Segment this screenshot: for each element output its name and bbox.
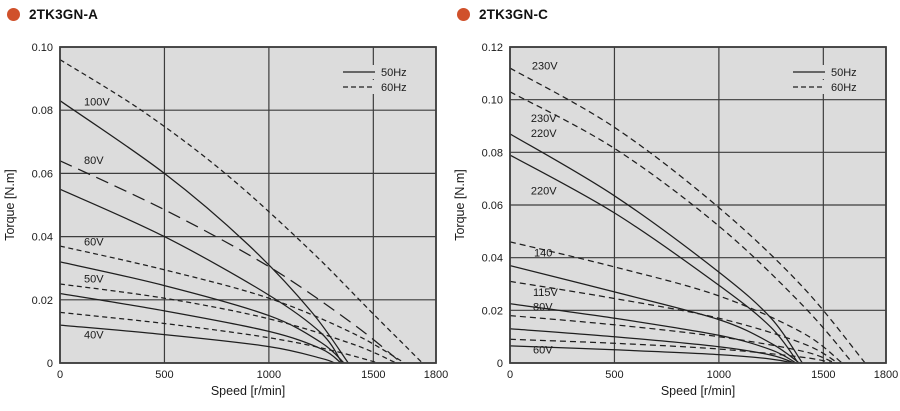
voltage-label-100v: 100V — [84, 96, 110, 108]
y-tick-label: 0.04 — [32, 232, 53, 244]
x-tick-label: 0 — [57, 369, 63, 381]
x-tick-label: 1800 — [874, 369, 898, 381]
voltage-label-115v: 115V — [533, 287, 559, 299]
y-axis-title: Torque [N.m] — [453, 169, 467, 241]
chart-header: 2TK3GN-C — [457, 7, 548, 22]
voltage-label-60v: 60V — [533, 344, 553, 356]
legend-label-50hz: 50Hz — [381, 67, 407, 79]
x-tick-label: 1000 — [707, 369, 731, 381]
curves-group — [510, 67, 866, 363]
curves-group — [60, 59, 423, 363]
voltage-label-140: 140 — [534, 247, 552, 259]
chart-block-2tk3gn-a: 2TK3GN-A 0 500 1000 1500 1800 0 0.02 0.04 0.06 0.… — [3, 7, 449, 398]
voltage-label-80v: 80V — [84, 155, 104, 167]
curve-230v-60hz — [510, 67, 866, 363]
legend: 50Hz 60Hz — [337, 65, 429, 94]
legend-label-50hz: 50Hz — [831, 67, 857, 79]
curve-80v-50hz — [60, 188, 343, 363]
y-axis-title: Torque [N.m] — [3, 169, 17, 241]
curve-100v-50hz — [60, 100, 349, 363]
curve-115v-60hz — [510, 280, 839, 363]
curve-50v-60hz — [60, 283, 397, 363]
x-tick-label: 1000 — [257, 369, 281, 381]
legend-label-60hz: 60Hz — [381, 82, 407, 94]
voltage-label-40v: 40V — [84, 330, 104, 342]
y-tick-label: 0 — [497, 358, 503, 370]
y-tick-label: 0.10 — [482, 95, 503, 107]
curve-100v-60hz — [60, 59, 423, 363]
y-tick-label: 0.12 — [482, 42, 503, 54]
curve-80v-50hz — [510, 328, 795, 363]
voltage-label-230v: 230V — [532, 60, 558, 72]
x-tick-label: 500 — [605, 369, 623, 381]
y-tick-label: 0.08 — [482, 147, 503, 159]
chart-block-2tk3gn-c: 2TK3GN-C 0 500 1000 1500 1800 0 0.02 0.04 0.06 0.… — [450, 0, 900, 411]
curve-80v-60hz — [510, 314, 836, 363]
chart-title: 2TK3GN-A — [29, 7, 99, 22]
curve-230v-50hz — [510, 133, 803, 363]
curve-60v-50hz — [60, 261, 345, 363]
plot-border — [509, 46, 887, 364]
product-bullet-icon — [457, 8, 470, 21]
y-tick-label: 0.06 — [32, 168, 53, 180]
product-bullet-icon — [7, 8, 20, 21]
x-axis-title: Speed [r/min] — [210, 384, 286, 398]
curve-60v-60hz — [60, 245, 406, 363]
voltage-label-230v: 230V — [531, 113, 557, 125]
chart-header: 2TK3GN-A — [7, 7, 98, 22]
y-tick-label: 0.10 — [32, 42, 53, 54]
curve-220v-50hz — [510, 154, 799, 363]
torque-speed-chart-c: 0 500 1000 1500 1800 0 0.02 0.04 0.06 0.08 0.10 0.1… — [482, 42, 899, 381]
curve-50v-50hz — [60, 292, 342, 363]
plot-area — [60, 47, 436, 363]
x-tick-label: 1800 — [424, 369, 448, 381]
legend-row-bg — [787, 65, 879, 79]
x-tick-label: 0 — [507, 369, 513, 381]
curve-60v-60hz — [510, 338, 833, 363]
x-tick-label: 1500 — [811, 369, 835, 381]
y-tick-label: 0 — [47, 358, 53, 370]
voltage-label-80v: 80V — [533, 301, 553, 313]
y-tick-label: 0.02 — [482, 305, 503, 317]
legend: 50Hz 60Hz — [787, 65, 879, 94]
y-tick-label: 0.08 — [32, 105, 53, 117]
voltage-label-220v: 220V — [531, 128, 557, 140]
x-axis-title: Speed [r/min] — [660, 384, 736, 398]
voltage-label-60v: 60V — [84, 237, 104, 249]
x-tick-label: 1500 — [361, 369, 385, 381]
voltage-label-50v: 50V — [84, 274, 104, 286]
legend-row-bg — [337, 80, 429, 94]
legend-row-bg — [337, 65, 429, 79]
legend-row-bg — [787, 80, 879, 94]
curve-40v-60hz — [60, 311, 379, 363]
curve-220v-60hz — [510, 91, 854, 363]
y-tick-label: 0.04 — [482, 253, 503, 265]
curve-40v-50hz — [60, 324, 335, 363]
chart-title: 2TK3GN-C — [479, 7, 549, 22]
curve-60v-50hz — [510, 345, 794, 363]
y-tick-label: 0.06 — [482, 200, 503, 212]
curve-140-60hz — [510, 241, 843, 363]
plot-border — [59, 46, 437, 364]
voltage-label-220v: 220V — [531, 186, 557, 198]
y-tick-label: 0.02 — [32, 295, 53, 307]
legend-label-60hz: 60Hz — [831, 82, 857, 94]
curve-115v-50hz — [510, 303, 797, 363]
x-tick-label: 500 — [155, 369, 173, 381]
curve-80v-60hz — [60, 160, 402, 363]
torque-speed-chart-a: 0 500 1000 1500 1800 0 0.02 0.04 0.06 0.08 0.10 100… — [32, 42, 449, 381]
